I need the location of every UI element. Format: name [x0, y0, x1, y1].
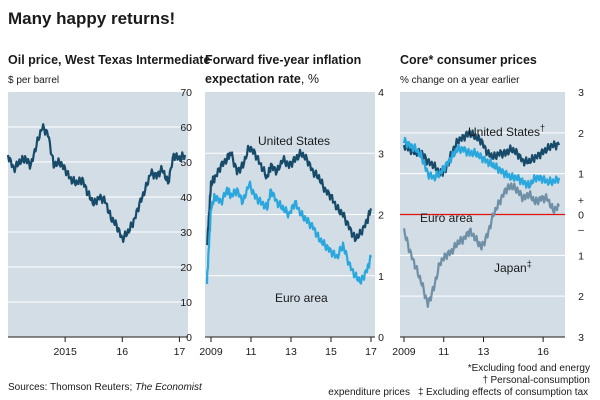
series-line-euro-area — [205, 180, 373, 285]
y-tick-label: 20 — [180, 262, 192, 274]
sources-label: Sources: Thomson Reuters; — [8, 382, 135, 393]
x-tick-label: 13 — [285, 346, 297, 358]
series-line-united-states — [402, 129, 561, 177]
series-label: United States — [258, 134, 330, 148]
panel-1-plot-area — [8, 92, 188, 337]
y-tick-label: 40 — [180, 192, 192, 204]
series-label: United States† — [468, 123, 545, 139]
x-tick-label: 15 — [325, 346, 337, 358]
panel-1-unit: $ per barrel — [8, 75, 59, 86]
x-tick-label: 13 — [478, 346, 490, 358]
y-tick-label: 70 — [180, 87, 192, 99]
x-tick-label: 2009 — [199, 346, 223, 358]
x-tick-label: 2009 — [392, 346, 416, 358]
y-tick-label: 1 — [578, 250, 584, 262]
y-tick-label: 1 — [378, 271, 384, 283]
y-tick-label: 10 — [180, 297, 192, 309]
series-label: Euro area — [420, 211, 473, 225]
panel-2: 0 1 2 3 4 2009 11 13 15 17 United States Euro area — [199, 87, 384, 358]
y-tick-label: – — [578, 224, 584, 236]
panel-1-title: Oil price, West Texas Intermediate — [8, 53, 210, 67]
figure-title: Many happy returns! — [8, 9, 175, 28]
panel-1: 0 10 20 30 40 50 60 70 2015 16 17 — [6, 87, 192, 358]
y-tick-label: 2 — [578, 291, 584, 303]
series-label: Japan‡ — [494, 259, 532, 275]
series-line-united-states — [205, 144, 373, 246]
y-tick-label: 1 — [578, 169, 584, 181]
sources-publication: The Economist — [135, 382, 203, 393]
panel-3-unit: % change on a year earlier — [400, 75, 520, 86]
y-tick-label: 30 — [180, 227, 192, 239]
y-tick-label: 2 — [578, 128, 584, 140]
footnote-2-marker: † — [482, 375, 488, 386]
x-tick-label: 11 — [438, 346, 449, 358]
y-tick-label: 0 — [378, 332, 384, 344]
y-tick-label: 3 — [378, 148, 384, 160]
x-tick-label: 16 — [537, 346, 549, 358]
footnote-2-continued: expenditure prices — [328, 387, 410, 398]
series-label: Euro area — [275, 291, 328, 305]
y-tick-label: 2 — [378, 210, 384, 222]
series-line-euro-area — [402, 136, 561, 189]
footnote-3: Excluding effects of consumption tax — [426, 387, 588, 398]
x-tick-label: 2015 — [53, 346, 77, 358]
sources-note: Sources: Thomson Reuters; The Economist — [8, 382, 203, 393]
panel-3-title: Core* consumer prices — [400, 53, 537, 67]
footnote-1: *Excluding food and energy — [468, 363, 590, 374]
panel-2-title-line-2: expectation rate, % — [205, 72, 319, 86]
y-tick-label: + — [578, 195, 584, 207]
footnote-2-text-a: Personal-consumption — [491, 375, 591, 386]
footnote-2: Personal-consumption — [491, 375, 591, 386]
x-tick-label: 11 — [246, 346, 257, 358]
y-tick-label: 60 — [180, 122, 192, 134]
series-line-japan — [402, 182, 561, 308]
footnote-3-marker: ‡ — [418, 387, 424, 398]
y-tick-label: 0 — [578, 210, 584, 222]
y-tick-label: 50 — [180, 157, 192, 169]
y-tick-label: 4 — [378, 87, 384, 99]
series-label-marker: ‡ — [527, 259, 532, 269]
panel-3: 3 2 1 +0 – 1 2 3 2009 11 13 16 United States† Euro ar… — [392, 87, 584, 358]
x-tick-label: 16 — [116, 346, 128, 358]
y-tick-label: 3 — [578, 332, 584, 344]
x-tick-label: 17 — [365, 346, 377, 358]
y-tick-label: 0 — [186, 332, 192, 344]
series-line-oil-price — [6, 123, 187, 243]
series-label-marker: † — [540, 123, 545, 133]
y-tick-label: 3 — [578, 87, 584, 99]
x-tick-label: 17 — [174, 346, 186, 358]
panel-2-title-line-1: Forward five-year inflation — [205, 53, 361, 67]
